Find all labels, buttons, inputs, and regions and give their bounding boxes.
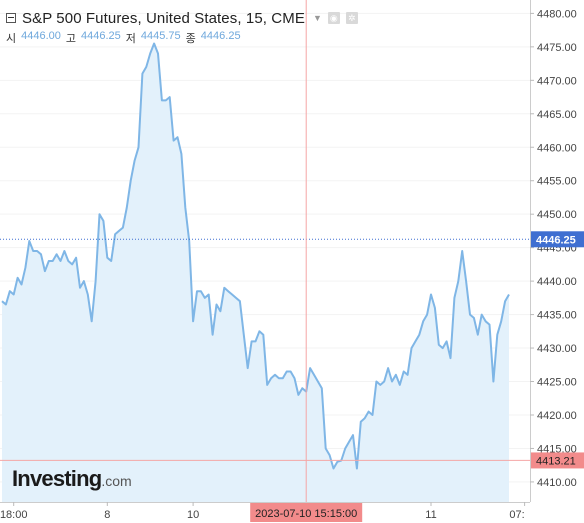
legend-title-row: S&P 500 Futures, United States, 15, CME …	[6, 8, 358, 28]
low-label: 저	[125, 33, 136, 45]
crosshair-time-label: 2023-07-10 15:15:00	[255, 508, 357, 520]
dropdown-arrow-icon[interactable]: ▼	[312, 13, 322, 23]
y-axis-ticks[interactable]: 4410.004415.004420.004425.004430.004435.…	[530, 8, 577, 489]
crosshair-price-badge	[531, 452, 584, 469]
y-tick-label: 4475.00	[537, 42, 577, 54]
crosshair-price-label: 4413.21	[536, 455, 576, 467]
y-tick-label: 4430.00	[537, 343, 577, 355]
open-label: 시	[6, 33, 17, 45]
close-label: 종	[185, 33, 196, 45]
y-tick-label: 4440.00	[537, 276, 577, 288]
y-tick-label: 4450.00	[537, 209, 577, 221]
y-tick-label: 4480.00	[537, 8, 577, 20]
last-price-badge	[531, 231, 584, 248]
high-value: 4446.25	[81, 30, 121, 42]
y-tick-label: 4420.00	[537, 410, 577, 422]
open-value: 4446.00	[21, 30, 61, 42]
y-tick-label: 4470.00	[537, 75, 577, 87]
x-tick-label: 18:00	[0, 509, 27, 521]
crosshair-time-badge	[250, 503, 363, 522]
y-tick-label: 4460.00	[537, 142, 577, 154]
logo-wordmark: Investing	[12, 466, 102, 491]
area-fill	[2, 43, 509, 502]
ohlc-readout: 시 4446.00 고 4446.25 저 4445.75 종 4446.25	[6, 30, 358, 46]
x-tick-label: 11	[425, 509, 436, 521]
y-tick-label: 4435.00	[537, 310, 577, 322]
logo-suffix: .com	[101, 473, 132, 489]
chart-legend: S&P 500 Futures, United States, 15, CME …	[6, 8, 358, 46]
x-tick-label: 07:	[509, 509, 524, 521]
y-tick-label: 4465.00	[537, 109, 577, 121]
close-value: 4446.25	[200, 30, 241, 42]
y-tick-label: 4455.00	[537, 176, 577, 188]
chart-title: S&P 500 Futures, United States, 15, CME	[22, 9, 305, 27]
x-axis-ticks[interactable]: 18:00 8 10 11 07:	[0, 502, 526, 521]
axis-badges: 4446.25 4413.21 2023-07-10 15:15:00	[250, 231, 584, 522]
settings-gear-icon[interactable]: ✲	[345, 12, 358, 24]
x-tick-label: 10	[187, 509, 199, 521]
visibility-icon[interactable]: ◉	[327, 12, 340, 24]
investing-logo[interactable]: Investing .com	[12, 466, 132, 492]
low-value: 4445.75	[140, 30, 181, 42]
x-tick-label: 8	[104, 509, 110, 521]
high-label: 고	[65, 33, 77, 45]
last-price-label: 4446.25	[536, 234, 576, 246]
y-tick-label: 4410.00	[537, 477, 577, 489]
y-tick-label: 4425.00	[537, 377, 577, 389]
collapse-icon[interactable]	[6, 13, 16, 23]
price-line	[1, 42, 510, 470]
